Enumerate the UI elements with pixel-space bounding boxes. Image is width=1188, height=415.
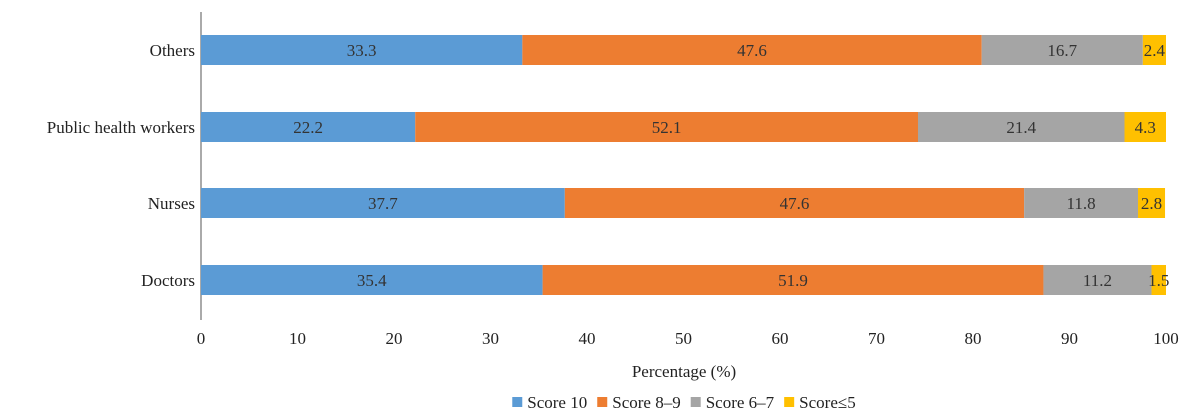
data-label: 21.4: [1006, 118, 1036, 137]
data-label: 35.4: [357, 271, 387, 290]
bar-segment: [981, 35, 1143, 65]
data-label: 47.6: [780, 194, 810, 213]
legend-label: Score 8–9: [612, 393, 680, 412]
x-tick-label: 60: [772, 329, 789, 348]
data-label: 47.6: [737, 41, 767, 60]
bar-segment: [201, 35, 523, 65]
bar-segment: [1124, 112, 1166, 142]
data-label: 11.8: [1067, 194, 1096, 213]
legend-swatch: [784, 397, 795, 407]
legend-swatch: [690, 397, 701, 407]
bar-segment: [1138, 188, 1166, 218]
x-tick-label: 70: [868, 329, 885, 348]
x-tick-label: 100: [1153, 329, 1179, 348]
bars: 33.3 47.6 16.7 2.4 22.2 52.1 21.4 4.3 37.7 47.6 11…: [201, 35, 1169, 295]
category-label: Public health workers: [47, 118, 195, 137]
data-label: 11.2: [1083, 271, 1112, 290]
x-tick-label: 80: [965, 329, 982, 348]
category-label: Doctors: [141, 271, 195, 290]
legend-swatch: [597, 397, 608, 407]
bar-segment: [1151, 265, 1166, 295]
data-label: 2.8: [1141, 194, 1162, 213]
data-label: 51.9: [778, 271, 808, 290]
data-label: 1.5: [1148, 271, 1169, 290]
x-tick-label: 40: [579, 329, 596, 348]
category-label: Others: [150, 41, 195, 60]
bar-segment: [1142, 35, 1166, 65]
legend-label: Score 10: [527, 393, 587, 412]
data-label: 22.2: [293, 118, 323, 137]
x-axis-title: Percentage (%): [632, 362, 736, 381]
legend-label: Score≤5: [799, 393, 856, 412]
legend: Score 10 Score 8–9 Score 6–7 Score≤5: [512, 393, 856, 412]
x-tick-label: 30: [482, 329, 499, 348]
x-tick-label: 0: [197, 329, 206, 348]
bar-segment: [201, 188, 565, 218]
data-label: 16.7: [1047, 41, 1077, 60]
data-label: 2.4: [1144, 41, 1166, 60]
bar-segment: [201, 112, 416, 142]
x-tick-label: 50: [675, 329, 692, 348]
data-label: 4.3: [1135, 118, 1156, 137]
data-label: 37.7: [368, 194, 398, 213]
bar-segment: [1024, 188, 1139, 218]
category-labels: Others Public health workers Nurses Doctors: [47, 41, 195, 290]
category-label: Nurses: [148, 194, 195, 213]
x-tick-label: 20: [386, 329, 403, 348]
bar-segment: [415, 112, 918, 142]
x-tick-label: 10: [289, 329, 306, 348]
data-label: 33.3: [347, 41, 377, 60]
legend-label: Score 6–7: [706, 393, 775, 412]
bar-segment: [1043, 265, 1152, 295]
bar-segment: [917, 112, 1125, 142]
x-tick-labels: 0 10 20 30 40 50 60 70 80 90 100: [197, 329, 1179, 348]
legend-swatch: [512, 397, 523, 407]
bar-segment: [564, 188, 1025, 218]
bar-segment: [542, 265, 1044, 295]
data-label: 52.1: [652, 118, 682, 137]
x-tick-label: 90: [1061, 329, 1078, 348]
bar-segment: [522, 35, 982, 65]
bar-segment: [201, 265, 543, 295]
